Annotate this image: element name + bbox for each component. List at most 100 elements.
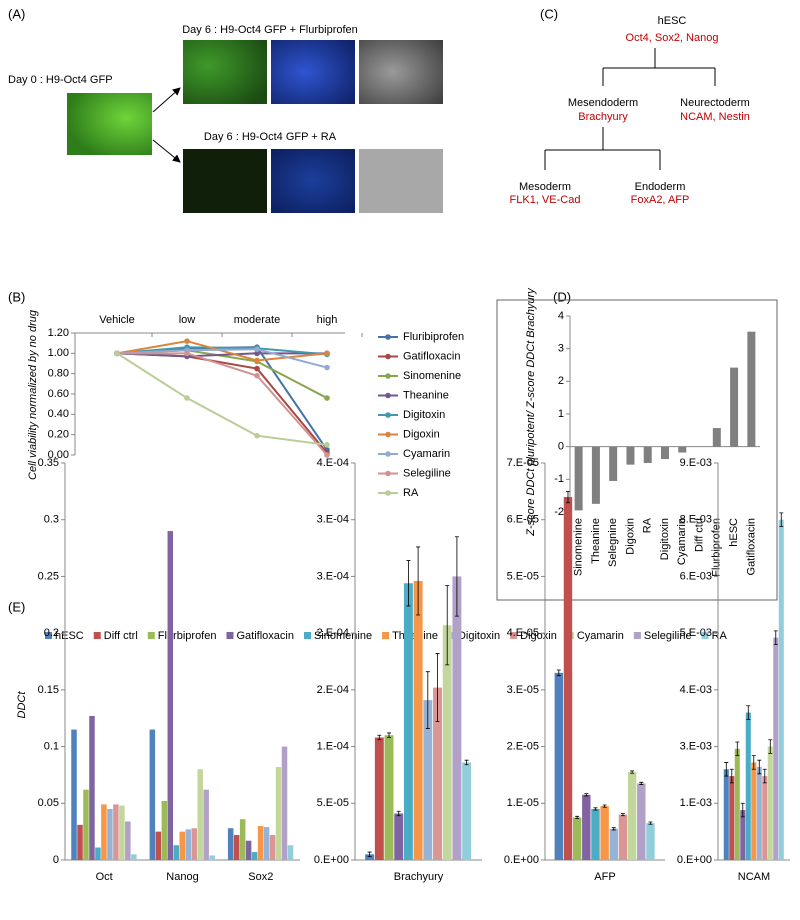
bar <box>131 854 137 860</box>
node-markers: Oct4, Sox2, Nanog <box>626 32 719 44</box>
legend-swatch <box>147 632 155 639</box>
legend-label: Cyamarin <box>577 630 624 642</box>
bar <box>609 828 619 860</box>
error-bar <box>396 810 401 817</box>
error-bar <box>602 804 607 808</box>
bar <box>756 766 762 860</box>
bar <box>609 446 618 481</box>
legend-label: Cyamarin <box>403 448 450 460</box>
y-tick-label: 9.E-03 <box>680 457 712 469</box>
microscopy-image <box>359 149 443 213</box>
y-tick-label: 0.05 <box>38 797 59 809</box>
microscopy-image <box>271 149 355 213</box>
y-tick-label: 1.20 <box>48 327 69 339</box>
bar <box>269 835 276 860</box>
data-line <box>116 348 328 369</box>
y-tick-label: 1.00 <box>48 347 69 359</box>
bar <box>155 831 162 860</box>
bar <box>394 813 404 860</box>
node-markers: FLK1, VE-Cad <box>510 194 581 206</box>
legend-label: Digoxin <box>520 630 557 642</box>
bar <box>734 748 740 860</box>
error-bar <box>556 669 561 677</box>
node-markers: FoxA2, AFP <box>631 194 690 206</box>
legend-marker <box>385 431 391 438</box>
y-tick-label: 0.E+00 <box>677 854 712 866</box>
bar <box>251 852 258 860</box>
bar <box>107 808 113 860</box>
y-tick-label: 0.35 <box>38 457 59 469</box>
bar <box>712 428 721 447</box>
legend-swatch <box>303 632 311 639</box>
bar <box>778 519 784 860</box>
bar <box>125 821 131 860</box>
bar <box>233 835 240 860</box>
bar <box>149 729 156 860</box>
error-bar <box>779 512 784 527</box>
bar <box>462 762 472 860</box>
x-tick-label: hESC <box>728 518 740 547</box>
bar <box>452 576 462 860</box>
bar <box>89 715 95 860</box>
legend-label: Gatifloxacin <box>403 350 460 362</box>
legend-label: RA <box>712 630 728 642</box>
legend-marker <box>385 451 391 457</box>
bar <box>572 817 582 860</box>
error-bar <box>416 546 421 616</box>
error-bar <box>435 653 440 723</box>
bar <box>83 789 89 860</box>
error-bar <box>454 536 459 617</box>
bar <box>729 776 735 860</box>
bar <box>245 840 252 860</box>
bar <box>563 497 573 860</box>
legend-marker <box>385 490 391 496</box>
y-tick-label: 0.80 <box>48 368 69 380</box>
y-tick-label: 0.25 <box>38 570 59 582</box>
data-line <box>116 346 328 356</box>
data-point <box>114 350 120 357</box>
y-tick-label: 2.E-04 <box>317 684 349 696</box>
data-point <box>254 357 260 364</box>
data-point <box>254 346 260 353</box>
legend-marker <box>385 373 391 379</box>
bar <box>740 810 746 860</box>
data-point <box>254 372 260 379</box>
microscopy-image <box>183 149 267 213</box>
y-tick-label: 0.60 <box>48 388 69 400</box>
image-caption: Day 0 : H9-Oct4 GFP <box>8 74 113 86</box>
error-bar <box>387 732 392 738</box>
legend-marker <box>385 353 391 360</box>
microscopy-image <box>359 40 443 104</box>
y-axis-label: Z-score DDCt pluripotent/ Z-score DDCt B… <box>525 287 537 537</box>
arrow <box>152 87 181 113</box>
bar <box>433 687 442 860</box>
bar <box>762 776 768 860</box>
node-name: hESC <box>658 15 687 27</box>
y-tick-label: 4.E-03 <box>680 684 712 696</box>
legend-label: Selegiline <box>403 467 451 479</box>
legend-swatch <box>45 632 52 639</box>
bar <box>113 804 119 860</box>
legend-label: Digitoxin <box>458 630 500 642</box>
error-bar <box>445 585 450 666</box>
y-tick-label: 2 <box>558 375 564 387</box>
arrow <box>152 139 181 163</box>
bar <box>209 855 215 860</box>
data-line <box>116 340 328 362</box>
bar <box>574 446 583 511</box>
data-point <box>254 350 260 357</box>
node-markers: NCAM, Nestin <box>680 111 750 123</box>
bar <box>591 808 600 860</box>
y-tick-label: 3.E-03 <box>680 740 712 752</box>
x-tick-label: Oct <box>96 871 113 883</box>
microscopy-image <box>271 40 355 104</box>
bar <box>773 637 779 860</box>
bar <box>281 746 288 860</box>
error-bar <box>406 560 411 607</box>
data-point <box>184 350 190 357</box>
bar <box>239 819 246 860</box>
y-tick-label: -2 <box>554 506 564 518</box>
bar <box>745 712 751 860</box>
y-tick-label: 8.E-03 <box>680 514 712 526</box>
